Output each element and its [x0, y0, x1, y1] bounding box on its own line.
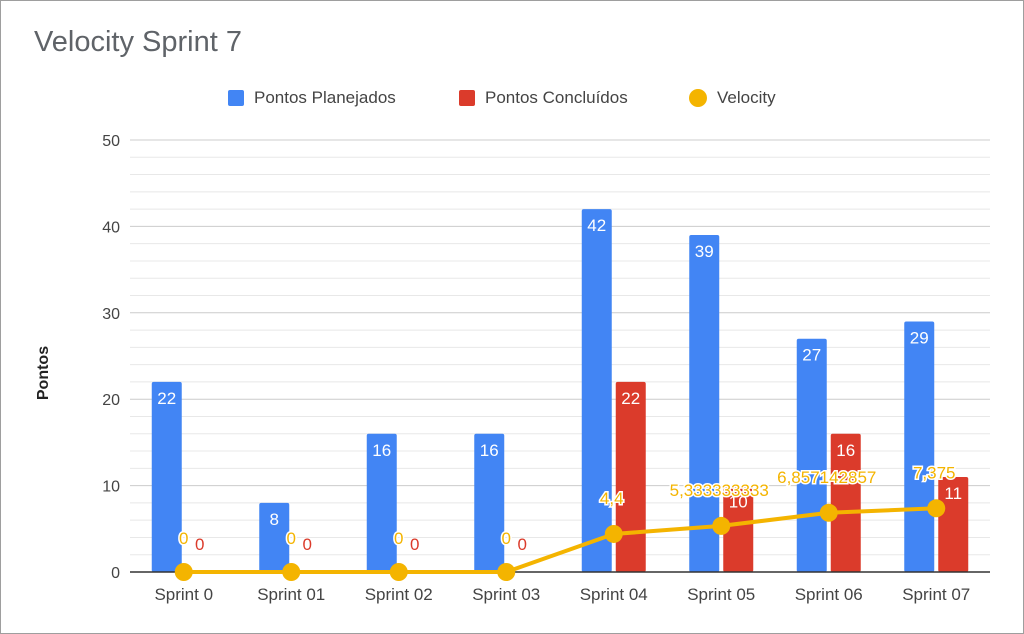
bar-planned — [689, 235, 720, 573]
data-label-velocity: 0 — [502, 529, 511, 548]
data-label-planned: 16 — [480, 441, 499, 460]
velocity-point — [819, 503, 838, 522]
data-label-velocity: 0 — [287, 529, 296, 548]
x-tick-label: Sprint 04 — [580, 585, 648, 604]
data-label-completed: 10 — [729, 493, 748, 512]
velocity-point — [282, 563, 301, 581]
y-tick-label: 0 — [111, 565, 120, 582]
bar-completed — [938, 476, 969, 572]
velocity-point — [712, 516, 731, 535]
data-label-planned: 16 — [372, 441, 391, 460]
legend-item-velocity[interactable]: Velocity — [689, 86, 776, 110]
legend-label-planned: Pontos Planejados — [254, 88, 396, 107]
x-tick-label: Sprint 01 — [257, 585, 325, 604]
data-label-completed: 16 — [836, 441, 855, 460]
data-label-velocity: 6,857142857 — [777, 468, 876, 487]
data-label-completed: 0 — [303, 535, 312, 554]
bar-planned — [581, 209, 612, 572]
data-label-velocity: 0 — [394, 529, 403, 548]
y-tick-label: 40 — [102, 219, 120, 236]
chart-title: Velocity Sprint 7 — [34, 26, 242, 58]
data-label-completed: 22 — [621, 389, 640, 408]
legend-swatch-planned — [228, 90, 244, 106]
x-tick-label: Sprint 02 — [365, 585, 433, 604]
bar-planned — [474, 433, 505, 572]
legend-item-completed[interactable]: Pontos Concluídos — [459, 86, 628, 110]
legend-item-planned[interactable]: Pontos Planejados — [228, 86, 396, 110]
bar-planned — [904, 321, 935, 572]
bar-planned — [259, 502, 290, 572]
velocity-point — [927, 499, 946, 518]
legend-swatch-completed — [459, 90, 475, 106]
velocity-point — [389, 563, 408, 581]
legend-label-completed: Pontos Concluídos — [485, 88, 628, 107]
legend-swatch-velocity — [689, 89, 707, 107]
x-tick-label: Sprint 0 — [154, 585, 213, 604]
legend-label-velocity: Velocity — [717, 88, 776, 107]
velocity-point — [604, 524, 623, 543]
y-tick-label: 30 — [102, 306, 120, 323]
data-label-planned: 27 — [802, 346, 821, 365]
y-tick-label: 20 — [102, 392, 120, 409]
x-tick-label: Sprint 05 — [687, 585, 755, 604]
velocity-point — [174, 563, 193, 581]
bar-completed — [615, 381, 646, 572]
bar-planned — [796, 338, 827, 572]
data-label-planned: 8 — [270, 510, 279, 529]
data-label-velocity: 4,4 — [600, 489, 624, 508]
data-label-velocity: 5,333333333 — [670, 481, 769, 500]
x-tick-label: Sprint 07 — [902, 585, 970, 604]
bar-planned — [366, 433, 397, 572]
bar-planned — [151, 381, 182, 572]
velocity-point — [497, 563, 516, 581]
data-label-velocity: 7,375 — [913, 463, 956, 482]
data-label-planned: 22 — [157, 389, 176, 408]
velocity-line — [183, 506, 937, 574]
bar-completed — [723, 485, 754, 572]
data-label-completed: 0 — [195, 535, 204, 554]
data-label-completed: 11 — [944, 484, 962, 503]
y-tick-label: 50 — [102, 133, 120, 150]
chart-legend: Pontos Planejados Pontos Concluídos Velo… — [0, 86, 1024, 110]
data-label-planned: 42 — [587, 216, 606, 235]
data-label-velocity: 0 — [179, 529, 188, 548]
y-tick-label: 10 — [102, 479, 120, 496]
data-label-planned: 39 — [695, 242, 714, 261]
x-tick-label: Sprint 03 — [472, 585, 540, 604]
data-label-completed: 0 — [518, 535, 527, 554]
data-label-planned: 29 — [910, 328, 929, 347]
data-label-completed: 0 — [410, 535, 419, 554]
x-tick-label: Sprint 06 — [795, 585, 863, 604]
bar-completed — [830, 433, 861, 572]
